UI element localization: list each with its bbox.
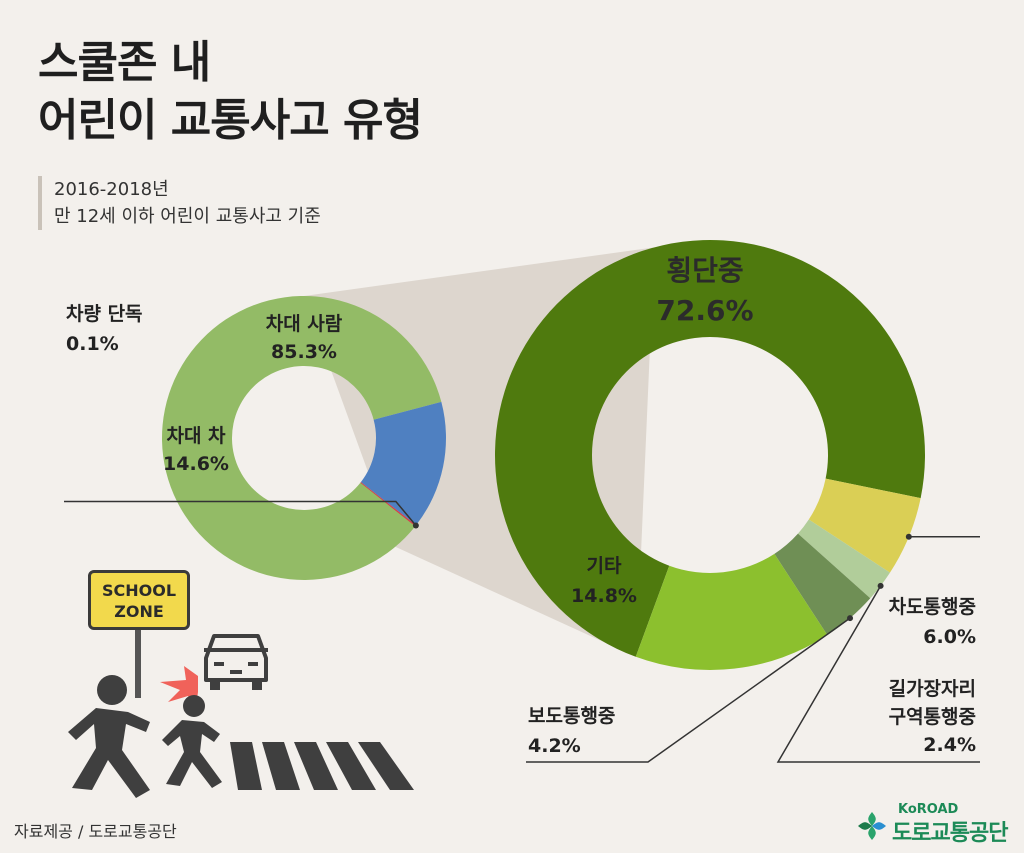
sign-line-1: SCHOOL xyxy=(101,581,177,600)
pie2-slice-길가장자리구역통행중 xyxy=(797,519,890,599)
leader-sidewalk xyxy=(526,617,851,763)
page-title: 스쿨존 내 어린이 교통사고 유형 xyxy=(38,34,423,150)
subtitle: 2016-2018년 만 12세 이하 어린이 교통사고 기준 xyxy=(38,176,321,230)
pie2-slice-기타 xyxy=(635,553,828,670)
leader-sidewalk-dot xyxy=(847,615,854,622)
label-sidewalk: 보도통행중 4.2% xyxy=(528,705,615,757)
leader-single-vehicle xyxy=(64,500,417,526)
pie1-slice-차대-사람 xyxy=(161,295,442,580)
leader-edge-zone-dot xyxy=(877,582,884,589)
sign-pole xyxy=(135,628,141,698)
pie2-slice-보도통행중 xyxy=(774,533,871,636)
running-adult-icon xyxy=(68,675,150,798)
label-crossing: 횡단중 72.6% xyxy=(656,254,753,327)
koroad-logo-icon xyxy=(858,812,886,840)
source-credit: 자료제공 / 도로교통공단 xyxy=(14,822,177,841)
pie2-slice-횡단중 xyxy=(495,239,925,657)
pie1-slice-차대-차 xyxy=(360,401,446,526)
pie1-slice-차량-단독 xyxy=(360,482,417,527)
label-car-vs-car: 차대 차 14.6% xyxy=(163,425,229,475)
chart-labels: 차대 사람 85.3% 차대 차 14.6% 차량 단독 0.1% 횡단중 72.6% 기타 14… xyxy=(64,254,980,763)
subtitle-scope: 만 12세 이하 어린이 교통사고 기준 xyxy=(54,206,321,227)
impact-burst-icon xyxy=(160,666,198,706)
running-child-icon xyxy=(162,695,222,788)
label-roadway: 차도통행중 6.0% xyxy=(889,596,976,648)
label-single-vehicle: 차량 단독 0.1% xyxy=(66,303,143,355)
leader-single-vehicle-dot xyxy=(412,522,419,529)
leader-edge-zone xyxy=(776,585,980,763)
brand-name-ko: 도로교통공단 xyxy=(892,821,1008,846)
leader-roadway-dot xyxy=(905,533,912,540)
pie2-slice-차도통행중 xyxy=(808,478,921,573)
subtitle-period: 2016-2018년 xyxy=(54,179,169,200)
label-edge-zone: 길가장자리 구역통행중 2.4% xyxy=(889,678,976,756)
title-line-2: 어린이 교통사고 유형 xyxy=(38,95,423,146)
brand-name-en: KoROAD xyxy=(898,802,959,817)
brand-logo: KoROAD 도로교통공단 xyxy=(856,802,1016,846)
label-other: 기타 14.8% xyxy=(571,555,637,607)
donut-chart-pedestrian-detail xyxy=(495,239,925,670)
car-icon xyxy=(204,634,268,690)
sign-line-2: ZONE xyxy=(114,602,164,621)
crosswalk-icon xyxy=(230,742,414,790)
title-line-1: 스쿨존 내 xyxy=(38,37,211,88)
donut-chart-accident-type xyxy=(161,295,446,580)
school-zone-sign: SCHOOL ZONE xyxy=(88,570,190,630)
label-car-vs-person: 차대 사람 85.3% xyxy=(266,313,343,363)
